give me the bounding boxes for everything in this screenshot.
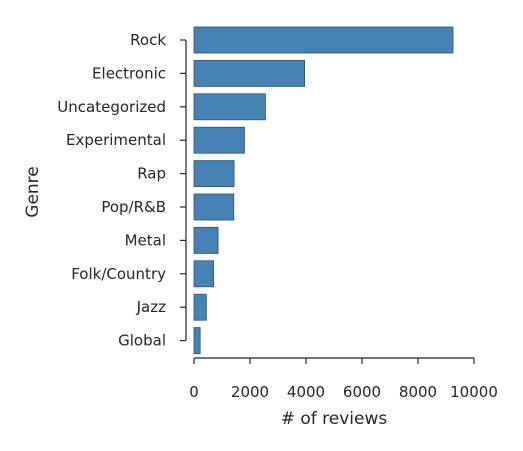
bar-uncategorized <box>193 93 266 121</box>
y-tick-label: Jazz <box>136 298 166 316</box>
x-tick-label: 2000 <box>231 383 269 401</box>
x-tick-label: 8000 <box>399 383 437 401</box>
x-tick-label: 0 <box>189 383 199 401</box>
y-tick-label: Pop/R&B <box>101 198 166 216</box>
y-tick-label: Rap <box>137 165 166 183</box>
bar-rap <box>193 160 235 188</box>
x-tick-label: 6000 <box>343 383 381 401</box>
bar-experimental <box>193 126 245 154</box>
y-tick-label: Uncategorized <box>57 98 166 116</box>
bar-metal <box>193 226 219 254</box>
y-tick-label: Metal <box>125 231 166 249</box>
y-axis-label: Genre <box>23 166 43 217</box>
y-tick-label: Global <box>118 332 166 350</box>
bars-group <box>193 26 454 355</box>
x-tick-label: 4000 <box>287 383 325 401</box>
y-tick-label: Electronic <box>92 64 166 82</box>
y-tick-label: Folk/Country <box>71 265 166 283</box>
bar-electronic <box>193 60 305 87</box>
bar-folk-country <box>193 260 215 288</box>
bar-global <box>193 327 201 355</box>
x-axis: 0 2000 4000 6000 8000 10000 <box>189 357 498 401</box>
y-axis: Rock Electronic Uncategorized Experimental R… <box>57 31 187 350</box>
bar-jazz <box>193 293 207 321</box>
bar-rock <box>193 26 454 54</box>
x-axis-label: # of reviews <box>281 409 388 429</box>
x-tick-label: 10000 <box>450 383 498 401</box>
bar-pop-r-b <box>193 193 235 221</box>
y-tick-label: Experimental <box>66 131 166 149</box>
y-tick-label: Rock <box>130 31 166 49</box>
